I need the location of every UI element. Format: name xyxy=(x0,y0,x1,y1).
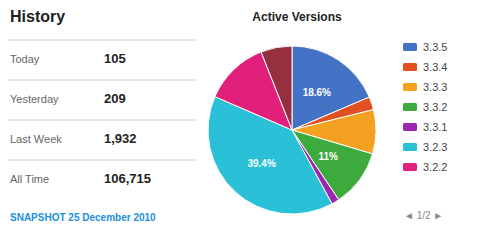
svg-text:Last Week: Last Week xyxy=(10,133,62,145)
svg-text:3.2.3: 3.2.3 xyxy=(423,141,447,153)
svg-text:3.3.2: 3.3.2 xyxy=(423,101,447,113)
svg-text:History: History xyxy=(10,8,65,25)
svg-text:Active Versions: Active Versions xyxy=(252,10,342,24)
svg-text:3.3.3: 3.3.3 xyxy=(423,81,447,93)
svg-text:Yesterday: Yesterday xyxy=(10,93,59,105)
svg-text:3.2.2: 3.2.2 xyxy=(423,161,447,173)
svg-text:Today: Today xyxy=(10,53,40,65)
svg-text:3.3.5: 3.3.5 xyxy=(423,41,447,53)
svg-text:SNAPSHOT 25 December 2010: SNAPSHOT 25 December 2010 xyxy=(10,212,156,223)
svg-text:39.4%: 39.4% xyxy=(247,158,275,169)
svg-text:3.3.4: 3.3.4 xyxy=(423,61,447,73)
svg-text:105: 105 xyxy=(104,51,126,66)
svg-text:All Time: All Time xyxy=(10,173,49,185)
svg-text:◄ 1/2 ►: ◄ 1/2 ► xyxy=(404,210,443,221)
svg-text:209: 209 xyxy=(104,91,126,106)
svg-text:11%: 11% xyxy=(319,151,339,162)
svg-text:3.3.1: 3.3.1 xyxy=(423,121,447,133)
svg-text:106,715: 106,715 xyxy=(104,171,151,186)
svg-text:1,932: 1,932 xyxy=(104,131,137,146)
svg-text:18.6%: 18.6% xyxy=(303,87,331,98)
